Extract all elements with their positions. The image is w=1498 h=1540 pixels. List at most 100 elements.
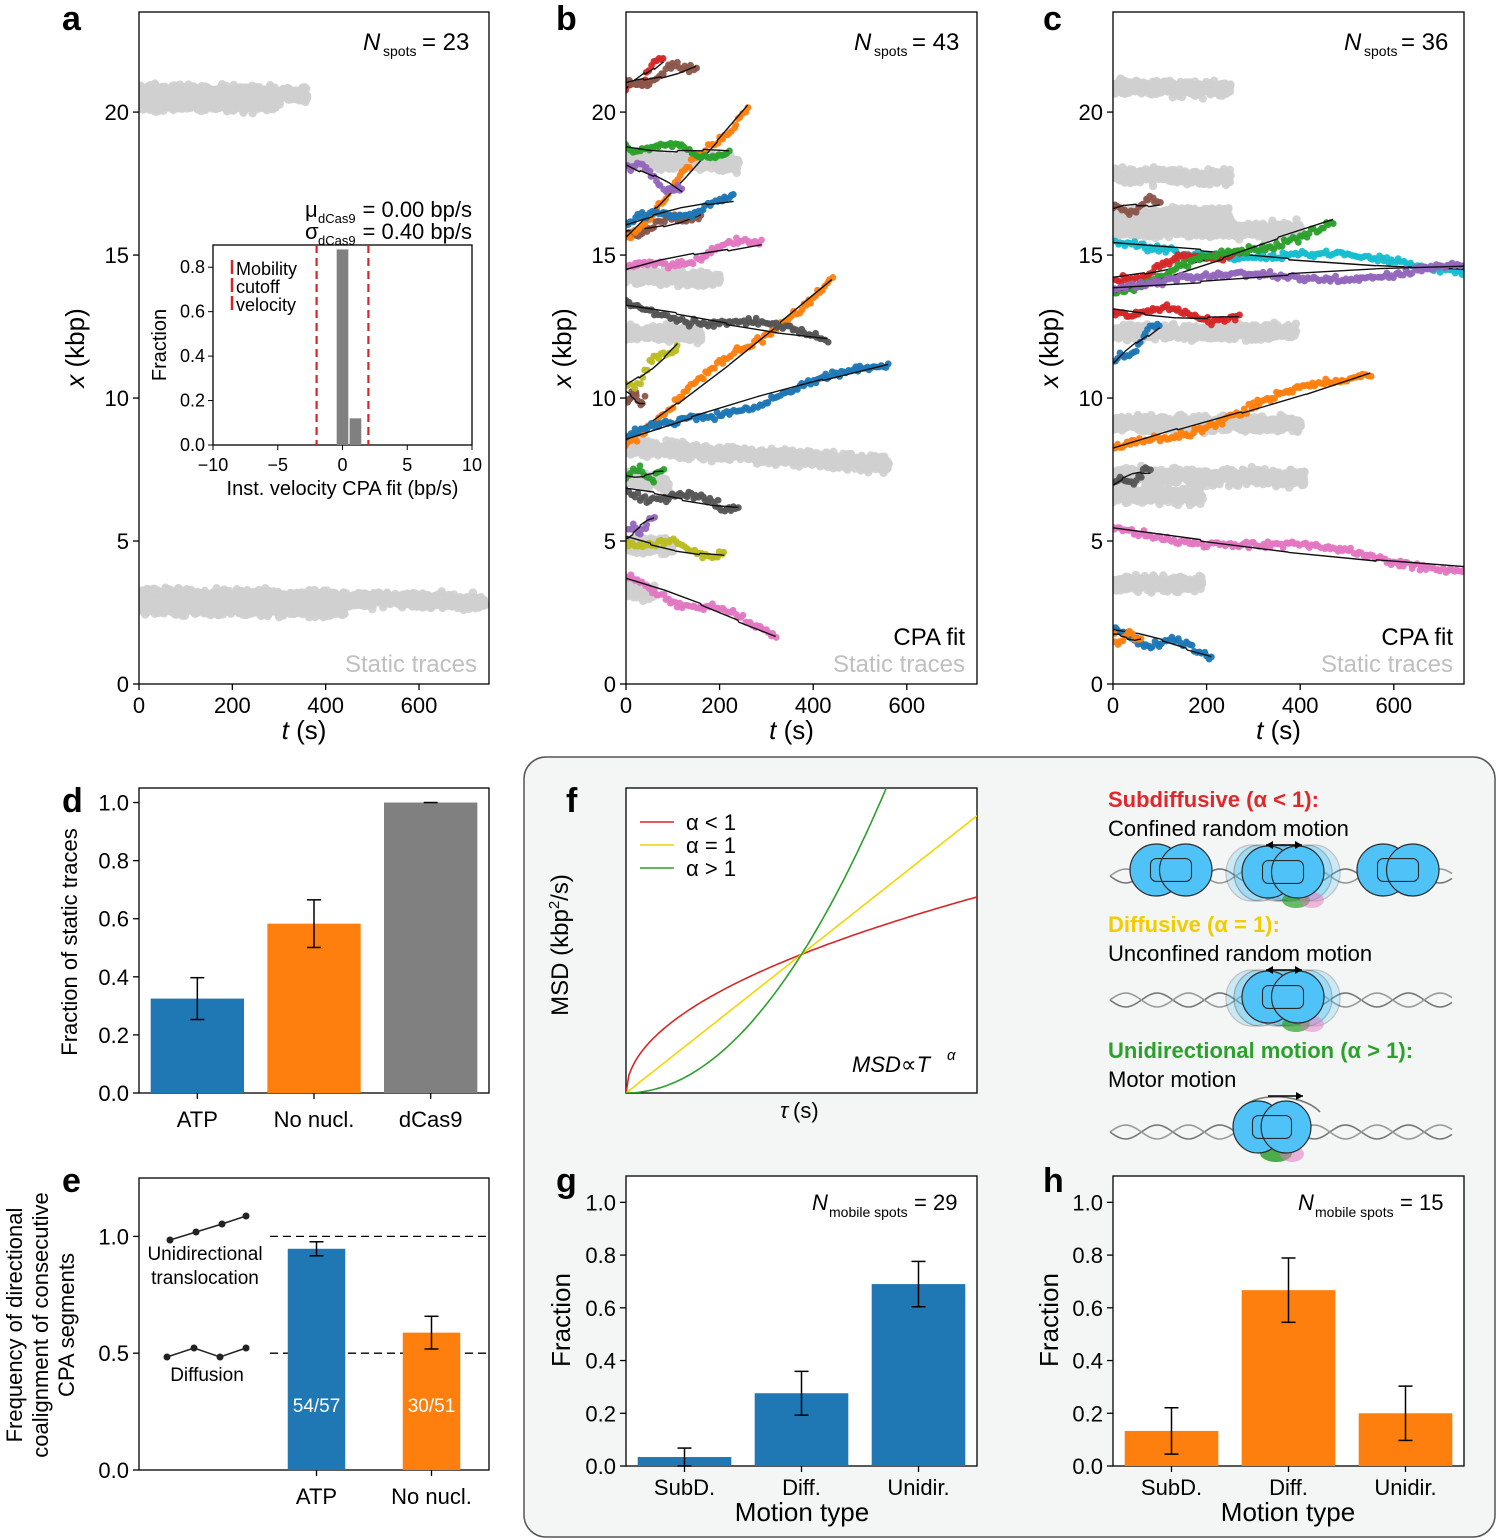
y-tick-label: 10 [105,386,129,411]
trace-point [829,274,837,281]
panel-label-a: a [62,0,82,38]
cpa-segment [626,164,641,173]
cpa-segment [643,76,662,81]
cpa-segment [653,174,669,183]
trace-point [641,392,649,400]
static-point [302,84,311,93]
x-axis-label: t (s) [282,715,327,745]
trace-point [729,191,737,198]
trace-point [759,339,767,346]
cpa-segment [716,104,749,141]
cpa-segment [677,364,730,405]
cpa-segment [632,526,641,534]
trace-point [732,121,740,129]
trace-point [719,360,727,367]
panel-label-e: e [62,1162,81,1200]
y-axis-symbol: x [60,368,90,390]
static-point [884,459,893,468]
static-point [480,599,489,609]
trace-point [687,61,694,69]
cpa-segment [630,395,636,401]
static-point [339,607,348,616]
cpa-segment [639,169,655,178]
cpa-segment [626,146,652,152]
trace-point [714,139,722,147]
trace-point [711,364,718,372]
y-axis-label: x (kbp) [60,308,90,389]
cpa-segment [654,470,664,473]
trace-point [627,234,635,242]
plot-area [626,55,893,641]
cpa-segment [679,202,707,209]
trace-point [651,513,659,521]
y-tick-label: 20 [105,100,129,125]
trace-point [807,299,814,307]
cpa-segment [635,475,645,478]
y-axis-unit: (kbp) [60,308,90,367]
cpa-segment [626,390,632,395]
trace-point [798,306,806,314]
static-point [275,97,284,107]
static-point [337,595,346,604]
cpa-segment [644,472,655,476]
trace-point [693,64,701,72]
static-point [734,157,743,166]
static-point [302,94,312,103]
trace-point [685,164,693,171]
cpa-segment [653,61,664,71]
y-tick-label: 15 [105,243,129,268]
x-tick-label: 0 [133,693,145,718]
static-point [664,479,673,489]
cpa-segment [663,221,683,228]
trace-point [659,55,667,62]
y-tick-label: 0 [117,672,129,697]
trace-point [674,58,681,66]
trace-point [633,437,641,445]
trace-point [636,462,644,470]
static-point [715,272,724,282]
panel-label-c: c [1043,0,1062,38]
cpa-segment [660,72,679,79]
trace-point [636,530,644,538]
cpa-segment [626,474,636,479]
cpa-segment [644,224,664,230]
cpa-segment [703,148,730,152]
static-point [696,329,706,338]
cpa-segment [779,278,833,323]
trace-point [726,147,733,155]
cpa-segment [651,149,678,153]
cpa-segment [626,215,654,226]
trace-panel-a: 0 200 400 600 0 5 10 15 20 t (s) x (kbp) [60,11,490,745]
panel-label-g: g [556,1162,577,1200]
trace-point [700,375,707,383]
cpa-segment [634,72,646,81]
cpa-segment [639,519,648,526]
cpa-segment [667,181,683,193]
trace-point [650,478,658,486]
cpa-segment [678,65,697,74]
cpa-segment [635,400,641,405]
panel-label-f: f [566,782,578,820]
trace-point [669,404,677,412]
axes-frame [138,11,490,685]
cpa-segment [706,200,734,206]
panel-label-h: h [1043,1162,1064,1200]
plot-area [139,79,489,622]
x-tick-label: 200 [214,693,251,718]
y-tick-label: 5 [117,529,129,554]
panel-label-b: b [556,0,577,38]
cpa-segment [646,517,655,521]
x-axis-symbol: t [282,715,296,745]
cpa-segment [626,77,644,84]
trace-point [659,70,667,78]
x-axis-unit: (s) [296,715,326,745]
cpa-segment [644,67,655,75]
cpa-segment [728,322,781,366]
x-tick-label: 600 [401,693,438,718]
trace-point [643,521,651,529]
x-tick-label: 400 [307,693,344,718]
panel-label-d: d [62,782,83,820]
cpa-segment [652,207,680,216]
